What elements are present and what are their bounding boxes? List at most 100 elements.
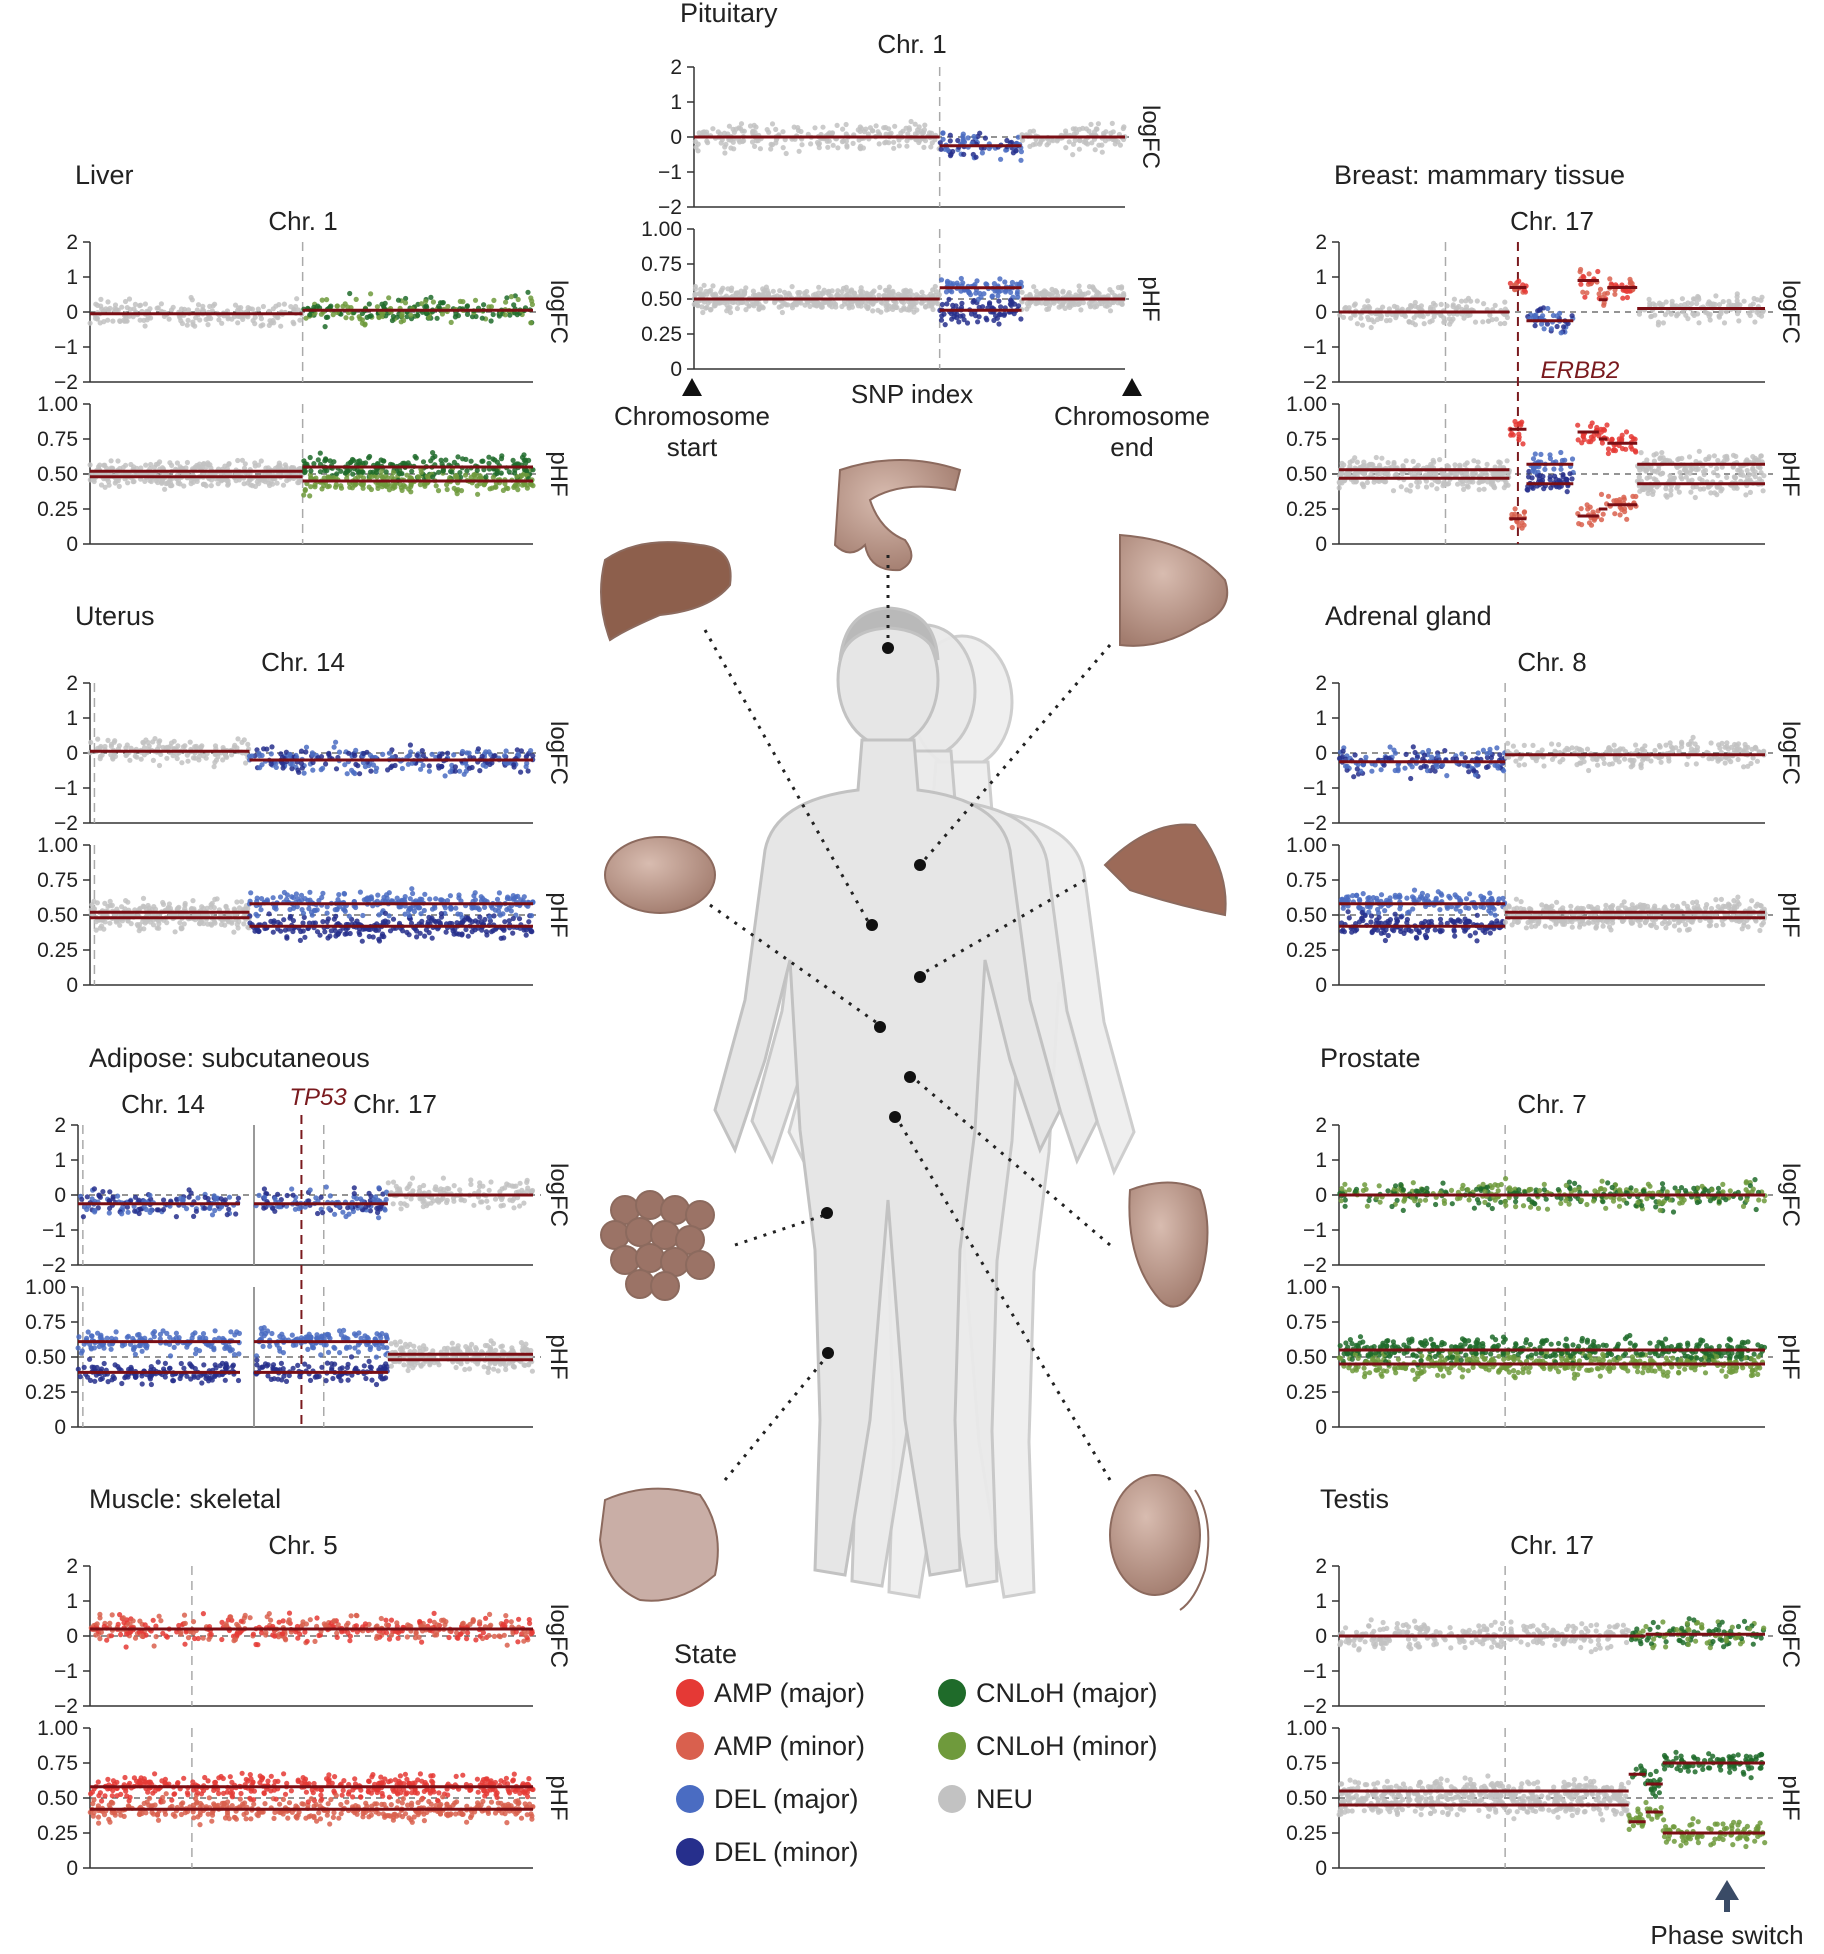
- logfc-point: [1446, 316, 1452, 322]
- phf-point: [935, 301, 941, 307]
- phf-point: [295, 480, 301, 486]
- phf-point: [465, 933, 471, 939]
- phf-point: [1352, 455, 1358, 461]
- body-silhouette-front: [713, 606, 1062, 1577]
- logfc-point: [290, 319, 296, 325]
- logfc-point: [211, 764, 217, 770]
- logfc-point: [298, 760, 304, 767]
- phf-point: [254, 895, 260, 901]
- logfc-point: [1387, 744, 1393, 750]
- logfc-point: [728, 145, 734, 151]
- logfc-point: [366, 301, 372, 307]
- phf-point: [402, 894, 408, 900]
- phf-point: [399, 487, 405, 493]
- phf-point: [1087, 304, 1093, 310]
- phf-point: [326, 474, 332, 480]
- phf-point: [474, 483, 480, 489]
- logfc-point: [912, 121, 918, 127]
- logfc-point: [1044, 142, 1050, 148]
- phf-point: [858, 292, 864, 298]
- logfc-point: [1421, 321, 1427, 327]
- phf-point: [169, 462, 175, 468]
- tick-label-ph: 0: [66, 533, 78, 556]
- logfc-point: [445, 750, 451, 756]
- muscle-icon: [598, 1487, 719, 1602]
- logfc-point: [1545, 305, 1551, 312]
- phf-point: [700, 309, 706, 316]
- logfc-point: [1402, 313, 1408, 319]
- logfc-point: [1713, 293, 1719, 299]
- logfc-point: [1402, 765, 1408, 771]
- phf-point: [236, 905, 243, 911]
- phf-point: [1714, 465, 1720, 472]
- logfc-point: [368, 291, 374, 297]
- phf-point: [311, 461, 317, 467]
- logfc-point: [938, 146, 944, 152]
- logfc-point: [1412, 299, 1418, 306]
- logfc-point: [426, 768, 432, 774]
- phf-point: [101, 462, 107, 468]
- logfc-point: [1412, 322, 1418, 328]
- phf-point: [375, 927, 382, 933]
- legend-label-6: DEL (minor): [714, 1837, 859, 1867]
- phf-point: [1509, 524, 1515, 531]
- axis-label-ph: pHF: [1777, 451, 1804, 496]
- logfc-point: [937, 140, 943, 146]
- phf-point: [156, 925, 162, 931]
- phf-point: [414, 934, 420, 940]
- phf-point: [1107, 287, 1113, 293]
- logfc-point: [529, 298, 535, 304]
- logfc-point: [1558, 330, 1564, 336]
- phf-point: [1612, 511, 1618, 517]
- tick-label-ph: 0: [1315, 533, 1327, 556]
- logfc-point: [1013, 148, 1019, 154]
- logfc-point: [370, 762, 377, 768]
- phf-point: [1076, 283, 1082, 289]
- phf-point: [1699, 477, 1705, 483]
- legend-swatch-6: [676, 1838, 704, 1866]
- logfc-point: [514, 312, 520, 318]
- phf-point: [322, 458, 328, 464]
- logfc-point: [1679, 296, 1685, 302]
- logfc-point: [333, 766, 340, 772]
- phf-point: [336, 892, 342, 898]
- logfc-point: [1655, 322, 1661, 328]
- phf-point: [956, 319, 962, 325]
- logfc-point: [205, 316, 211, 322]
- phf-point: [814, 302, 820, 308]
- logfc-point: [367, 313, 373, 319]
- logfc-point: [192, 323, 198, 329]
- phf-point: [1722, 454, 1728, 460]
- phf-point: [1675, 456, 1681, 463]
- logfc-point: [374, 304, 380, 310]
- phf-point: [1564, 489, 1570, 495]
- phf-point: [510, 930, 516, 936]
- logfc-point: [982, 135, 989, 141]
- phf-point: [1747, 489, 1753, 495]
- breast-connector: [918, 644, 1112, 866]
- phf-point: [1688, 489, 1694, 495]
- phf-point: [160, 901, 167, 908]
- thyroid-icon: [604, 836, 716, 914]
- phf-point: [254, 927, 260, 933]
- phf-point: [367, 453, 373, 460]
- logfc-point: [820, 124, 826, 130]
- chromosome-start-label-2: start: [667, 432, 718, 462]
- logfc-point: [185, 317, 191, 323]
- phf-point: [201, 920, 207, 927]
- phf-point: [913, 299, 920, 305]
- phf-point: [1374, 471, 1380, 477]
- logfc-point: [399, 313, 405, 319]
- phf-point: [1758, 453, 1764, 459]
- logfc-point: [857, 128, 863, 134]
- phf-point: [315, 457, 321, 463]
- logfc-point: [268, 751, 274, 757]
- phf-point: [289, 465, 295, 471]
- logfc-point: [447, 769, 453, 775]
- testis-connector: [893, 1114, 1112, 1481]
- logfc-point: [528, 320, 534, 326]
- phf-point: [989, 293, 996, 299]
- logfc-point: [255, 306, 261, 312]
- phf-point: [231, 929, 237, 935]
- logfc-point: [105, 317, 111, 323]
